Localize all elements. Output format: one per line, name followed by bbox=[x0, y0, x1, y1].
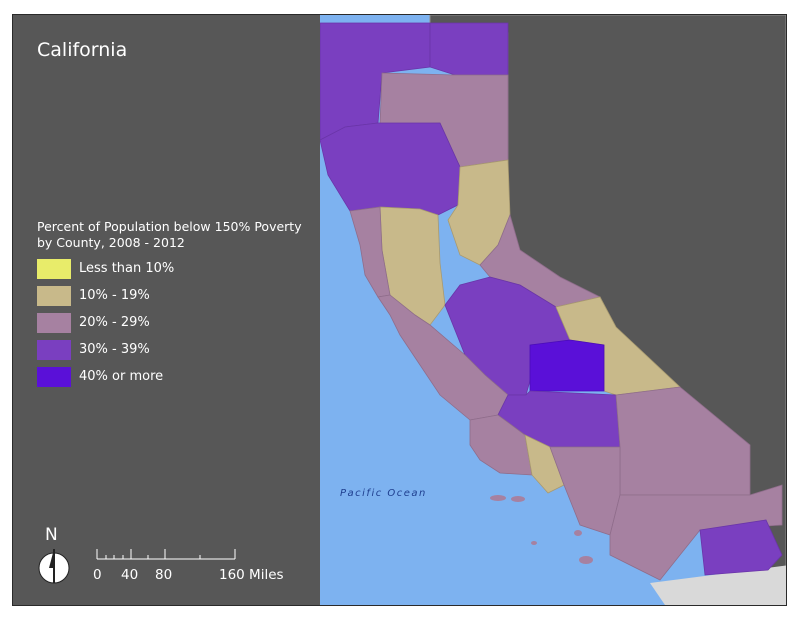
california-map: Pacific Ocean bbox=[320, 15, 786, 605]
channel-islands bbox=[490, 495, 593, 564]
county-north-coast bbox=[320, 122, 461, 216]
legend-title: Percent of Population below 150% Poverty… bbox=[37, 219, 302, 250]
scale-label-80: 80 bbox=[155, 567, 173, 583]
north-arrow: N bbox=[37, 525, 71, 585]
scale-label-160-miles: 160 Miles bbox=[219, 567, 284, 583]
legend-swatch bbox=[37, 286, 71, 306]
scale-label-40: 40 bbox=[121, 567, 139, 583]
county-imperial bbox=[699, 519, 783, 576]
legend-panel: California Percent of Population below 1… bbox=[13, 15, 320, 605]
mexico bbox=[650, 565, 786, 605]
scale-label-0: 0 bbox=[93, 567, 102, 583]
map-figure: California Percent of Population below 1… bbox=[12, 14, 787, 606]
map-title: California bbox=[37, 39, 128, 61]
legend-label: Less than 10% bbox=[79, 261, 175, 276]
legend-label: 40% or more bbox=[79, 369, 164, 384]
scale-bar: 0 40 80 160 Miles bbox=[93, 543, 284, 583]
legend-label: 10% - 19% bbox=[79, 288, 150, 303]
scale-bar-ruler bbox=[96, 549, 236, 560]
county-tulare bbox=[529, 339, 605, 392]
county-ventura bbox=[524, 434, 565, 494]
legend-swatch bbox=[37, 313, 71, 333]
legend-swatch bbox=[37, 340, 71, 360]
ocean-label: Pacific Ocean bbox=[340, 488, 427, 499]
north-letter: N bbox=[45, 525, 58, 545]
legend-label: 30% - 39% bbox=[79, 342, 150, 357]
county-santa-barbara bbox=[469, 414, 533, 476]
county-map-svg bbox=[320, 15, 786, 605]
legend-label: 20% - 29% bbox=[79, 315, 150, 330]
county-north-b bbox=[429, 22, 509, 76]
compass-icon bbox=[38, 549, 70, 584]
legend-swatch bbox=[37, 367, 71, 387]
legend-swatch bbox=[37, 259, 71, 279]
